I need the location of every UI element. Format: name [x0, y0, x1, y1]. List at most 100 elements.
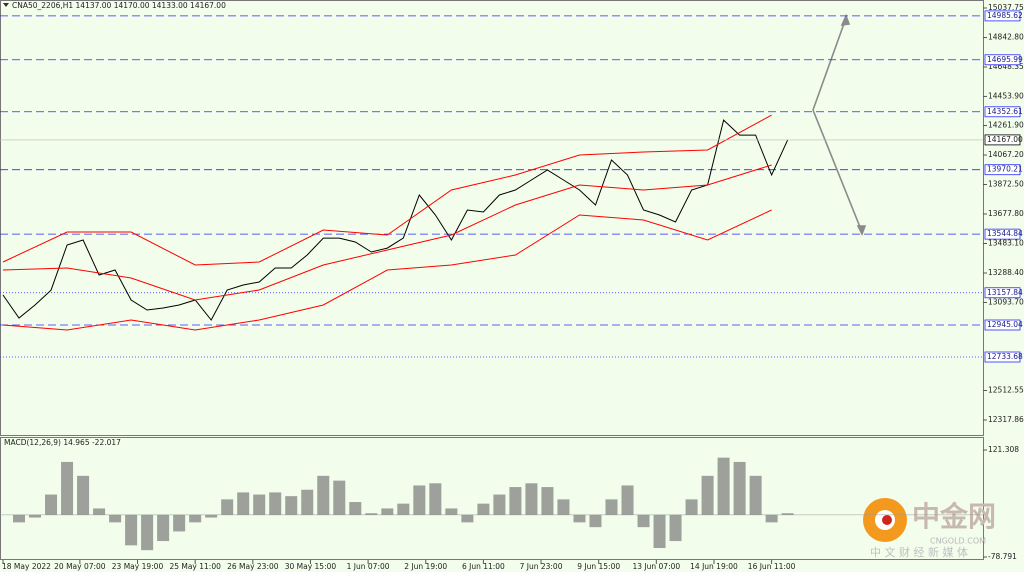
macd-bar [653, 514, 666, 549]
macd-bar [573, 514, 586, 523]
level-label-box [984, 164, 1021, 176]
arrow-down [812, 109, 863, 233]
level-label-box [984, 228, 1021, 240]
macd-bar [429, 483, 442, 515]
macd-bar [381, 508, 394, 515]
macd-bar [349, 502, 362, 515]
macd-header: MACD(12,26,9) 14.965 -22.017 [4, 438, 121, 447]
macd-bar [189, 514, 202, 523]
macd-bar [509, 487, 522, 515]
macd-bar [29, 514, 42, 518]
macd-y-tick-label: 121.308 [988, 445, 1019, 454]
x-tick-label: 20 May 07:00 [54, 562, 106, 571]
x-tick-label: 18 May 2022 [2, 562, 51, 571]
macd-bar [45, 494, 58, 515]
current-price-box [984, 134, 1021, 146]
level-label: 14695.99 [987, 55, 1023, 64]
macd-bar [493, 494, 506, 515]
y-tick-label: 14261.90 [988, 121, 1024, 130]
macd-bar [205, 514, 218, 518]
macd-bar [765, 514, 778, 523]
y-tick-label: 15037.75 [988, 3, 1024, 12]
y-tick-label: 14842.80 [988, 33, 1024, 42]
macd-bar [365, 513, 378, 515]
y-tick-label: 12512.55 [988, 386, 1024, 395]
arrow-down-head [856, 225, 867, 236]
level-label: 12945.04 [987, 320, 1023, 329]
macd-bar [413, 485, 426, 515]
macd-bar [589, 514, 602, 528]
macd-bar [781, 513, 794, 515]
level-label: 12733.68 [987, 352, 1023, 361]
y-tick-label: 14453.90 [988, 91, 1024, 100]
y-tick-label: 14067.20 [988, 150, 1024, 159]
x-tick-label: 2 Jun 19:00 [404, 562, 447, 571]
level-label-box [984, 319, 1021, 331]
macd-bar [525, 483, 538, 515]
macd-bar [733, 461, 746, 515]
macd-y-tick-label: -78.791 [988, 552, 1017, 561]
forecast-arrows [812, 13, 867, 236]
watermark-slogan: 中 文 财 经 新 媒 体 [870, 545, 968, 559]
arrow-up-head [840, 13, 851, 26]
watermark: 中金网 CNGOLD.COM 中 文 财 经 新 媒 体 [863, 498, 996, 559]
macd-bar [301, 489, 314, 515]
macd-bar [285, 496, 298, 515]
macd-bar [541, 487, 554, 515]
macd-bar [141, 514, 154, 551]
x-tick-label: 25 May 11:00 [169, 562, 221, 571]
macd-bar [77, 475, 90, 515]
macd-bar [557, 499, 570, 515]
x-tick-label: 16 Jun 11:00 [748, 562, 796, 571]
series-line [2, 119, 789, 321]
current-price-label: 14167.00 [987, 135, 1023, 144]
macd-bar [685, 499, 698, 515]
macd-bar [173, 514, 186, 532]
menu-triangle[interactable] [3, 3, 9, 7]
arrow-up [812, 17, 847, 111]
macd-bar [237, 492, 250, 515]
macd-bar [221, 499, 234, 515]
level-label-box [984, 106, 1021, 118]
watermark-logo-dot [882, 515, 892, 525]
level-label-box [984, 10, 1021, 22]
macd-bar [61, 461, 74, 515]
macd-bar [637, 514, 650, 528]
y-tick-label: 14648.35 [988, 62, 1024, 71]
macd-bar [701, 475, 714, 515]
level-label: 14352.61 [987, 107, 1023, 116]
x-tick-label: 30 May 15:00 [285, 562, 337, 571]
series-line [2, 114, 772, 266]
level-label: 13970.21 [987, 165, 1023, 174]
macd-bar [397, 503, 410, 515]
x-tick-label: 6 Jun 11:00 [462, 562, 505, 571]
level-label-box [984, 351, 1021, 363]
macd-bar [445, 508, 458, 515]
series-line [2, 164, 772, 301]
macd-bar [477, 503, 490, 515]
price-frame [0, 0, 984, 436]
macd-bar [93, 508, 106, 515]
watermark-site: CNGOLD.COM [930, 537, 986, 546]
macd-bar [621, 485, 634, 515]
macd-bar [669, 514, 682, 542]
x-tick-label: 7 Jun 23:00 [520, 562, 563, 571]
macd-bar [605, 499, 618, 515]
level-label: 13157.84 [987, 288, 1023, 297]
chart-header: CNA50_2206,H1 14137.00 14170.00 14133.00… [12, 1, 226, 10]
macd-bar [109, 514, 122, 523]
macd-bar [749, 475, 762, 515]
y-tick-label: 13483.10 [988, 238, 1024, 247]
watermark-logo-text: 中金网 [912, 500, 996, 533]
y-tick-label: 13288.40 [988, 268, 1024, 277]
level-label-box [984, 54, 1021, 66]
x-tick-label: 9 Jun 15:00 [577, 562, 620, 571]
y-tick-label: 12317.86 [988, 415, 1024, 424]
macd-bar [157, 514, 170, 542]
y-tick-label: 13872.50 [988, 180, 1024, 189]
macd-bar [269, 492, 282, 515]
macd-bar [317, 475, 330, 515]
